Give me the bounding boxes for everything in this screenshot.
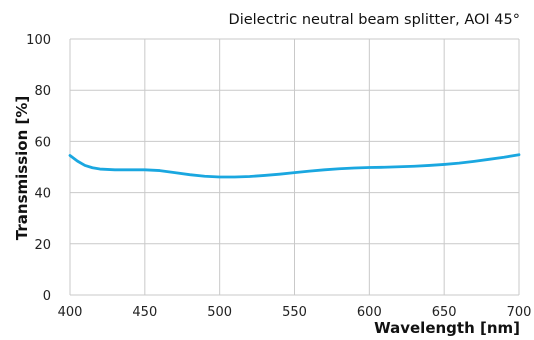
tick-labels: 400 450 500 550 600 650 700 0 20 40 60 80 100: [26, 33, 531, 320]
x-tick-label: 450: [132, 305, 157, 320]
x-tick-label: 600: [357, 305, 382, 320]
y-tick-label: 100: [26, 33, 51, 48]
y-axis-title: Transmission [%]: [13, 96, 31, 240]
y-tick-label: 20: [34, 238, 51, 253]
chart-title: Dielectric neutral beam splitter, AOI 45…: [229, 12, 520, 28]
x-tick-label: 700: [507, 305, 532, 320]
y-tick-label: 40: [34, 187, 51, 202]
series-layer: [68, 153, 521, 179]
y-tick-label: 80: [34, 84, 51, 99]
x-tick-label: 400: [58, 305, 83, 320]
transmission-line: [68, 153, 521, 179]
grid-lines: [69, 38, 520, 296]
y-tick-label: 60: [34, 135, 51, 150]
x-axis-title: Wavelength [nm]: [374, 319, 520, 337]
x-tick-label: 550: [282, 305, 307, 320]
y-tick-label: 0: [43, 289, 51, 304]
x-tick-label: 650: [432, 305, 457, 320]
x-tick-label: 500: [207, 305, 232, 320]
